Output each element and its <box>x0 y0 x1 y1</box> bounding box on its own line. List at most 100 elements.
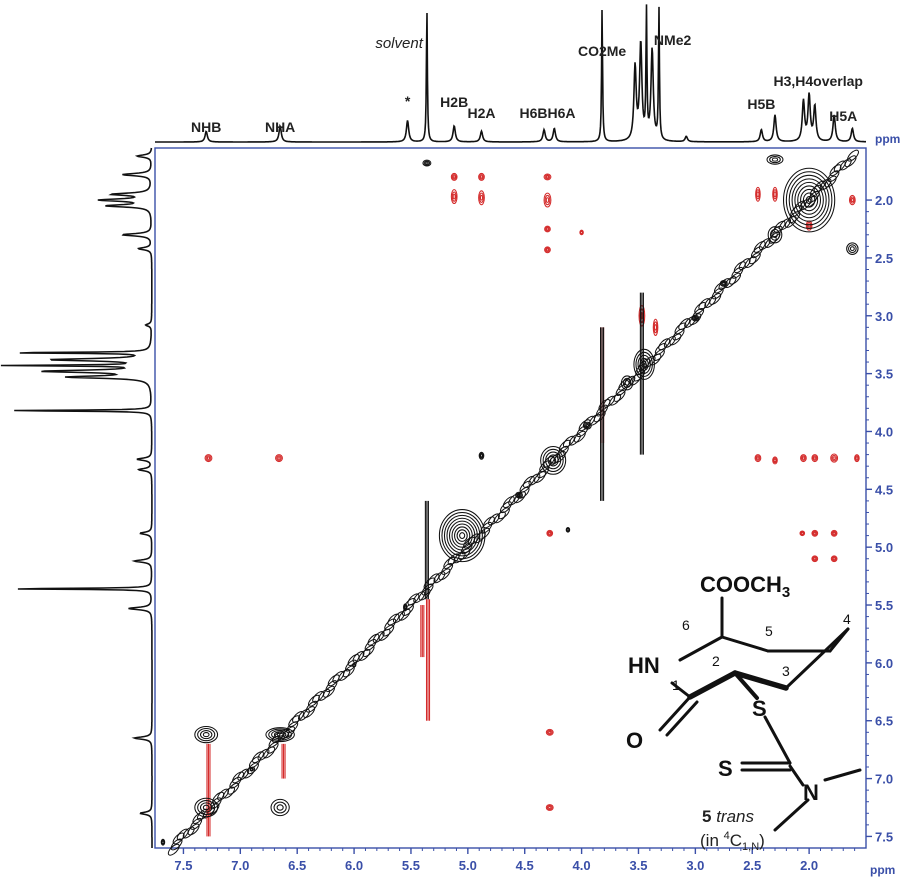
y-tick-label: 4.5 <box>875 482 893 497</box>
contour-ring <box>755 189 760 200</box>
y-tick-label: 2.0 <box>875 193 893 208</box>
cross-peak <box>478 190 485 206</box>
contour-ring <box>550 457 557 464</box>
contour-ring <box>579 230 584 235</box>
ring-number-4: 4 <box>843 611 851 627</box>
contour-ring <box>542 448 564 473</box>
contour-ring <box>811 555 819 563</box>
diagonal-contour <box>519 480 532 493</box>
contour-ring <box>459 532 466 540</box>
cross-peak <box>515 491 523 499</box>
contour-ring <box>545 248 549 252</box>
ring-number-1: 1 <box>672 677 680 693</box>
contour-ring <box>479 454 484 458</box>
x-tick-label: 2.0 <box>800 858 818 873</box>
contour-ring <box>547 530 553 536</box>
contour-ring <box>403 603 408 612</box>
contour-ring <box>423 160 431 166</box>
diagonal-contour <box>502 496 515 508</box>
left-1d-spectrum <box>0 147 153 848</box>
cross-peak <box>633 348 655 380</box>
contour-ring <box>450 189 458 205</box>
cross-peak <box>545 804 554 811</box>
contour-ring <box>566 527 570 532</box>
cross-peak <box>811 555 819 563</box>
peak-label: H2B <box>440 94 468 110</box>
diagonal-contour <box>252 751 264 764</box>
contour-ring <box>813 557 817 561</box>
peak-label: NHA <box>265 119 295 135</box>
diagonal-contour <box>323 685 335 698</box>
cross-peak <box>545 728 554 736</box>
ring-number-5: 5 <box>765 623 773 639</box>
contour-ring <box>800 188 819 212</box>
contour-ring <box>204 454 213 463</box>
diagonal-contour <box>407 593 420 606</box>
peak-label: H2A <box>467 105 495 121</box>
cross-peak <box>772 186 778 202</box>
contour-ring <box>265 727 295 743</box>
x-tick-label: 6.0 <box>345 858 363 873</box>
oxygen-atom-label: O <box>626 728 643 753</box>
x-axis: 7.5 7.0 6.5 6.0 5.5 5.0 4.5 4.0 3.5 3.0 2.5 2.0 <box>174 848 856 873</box>
contour-ring <box>813 531 817 535</box>
cross-peak <box>772 456 778 465</box>
cross-peak <box>719 279 728 287</box>
contour-ring <box>812 530 818 536</box>
contour-ring <box>276 732 284 737</box>
contour-ring <box>452 193 456 200</box>
contour-ring <box>850 197 854 203</box>
contour-ring <box>849 196 855 204</box>
contour-ring <box>454 526 471 545</box>
contour-ring <box>807 223 811 228</box>
x-axis-unit: ppm <box>870 863 895 877</box>
contour-ring <box>693 316 698 320</box>
y-tick-label: 3.0 <box>875 309 893 324</box>
contour-ring <box>620 375 634 391</box>
diagonal-contour <box>480 521 493 534</box>
contour-ring <box>540 445 567 475</box>
contour-ring <box>276 455 282 461</box>
contour-ring <box>811 454 819 463</box>
contour-ring <box>722 281 726 285</box>
contour-ring <box>654 324 658 331</box>
contour-ring <box>403 604 407 611</box>
y-tick-label: 5.5 <box>875 598 893 613</box>
contour-ring <box>755 186 761 202</box>
contour-ring <box>478 451 485 460</box>
nh-atom-label: HN <box>628 653 660 678</box>
contour-ring <box>584 422 591 429</box>
contour-ring <box>545 247 550 253</box>
contour-ring <box>802 192 816 208</box>
y-axis: 2.0 2.5 3.0 3.5 4.0 4.5 5.0 5.5 6.0 6.5 7.0 7.5 <box>866 193 893 844</box>
cross-peak <box>620 375 634 391</box>
diagonal-contour <box>192 812 205 824</box>
contour-ring <box>451 191 457 202</box>
contour-ring <box>425 161 429 165</box>
diagonal-contour <box>387 613 400 626</box>
x-tick-label: 6.5 <box>288 858 306 873</box>
y-axis-unit: ppm <box>875 132 900 146</box>
contour-ring <box>635 351 653 377</box>
contour-ring <box>799 530 806 537</box>
contour-ring <box>854 454 860 463</box>
cross-peak <box>767 226 783 244</box>
contour-ring <box>848 194 856 206</box>
contour-ring <box>351 662 357 668</box>
contour-ring <box>516 492 522 498</box>
contour-ring <box>813 456 817 460</box>
cross-peak <box>422 159 432 167</box>
contour-ring <box>479 175 484 179</box>
peak-label: NHB <box>191 119 221 135</box>
contour-ring <box>548 531 552 535</box>
contour-ring <box>202 732 210 738</box>
cross-peak <box>830 555 838 563</box>
top-1d-spectrum <box>155 4 866 143</box>
cross-peak <box>799 530 806 537</box>
contour-ring <box>545 227 549 231</box>
contour-ring <box>160 838 166 846</box>
peak-label: H5A <box>829 108 857 124</box>
diagonal-ridge-layer <box>167 149 859 856</box>
cross-peak <box>800 454 807 463</box>
contour-ring <box>849 246 855 252</box>
